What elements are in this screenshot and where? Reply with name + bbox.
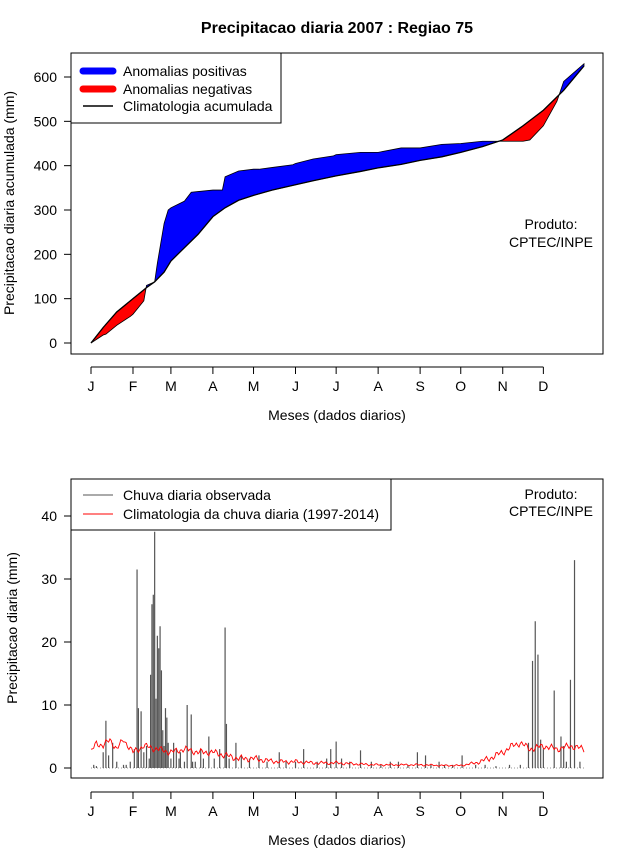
negative-anomaly-area	[498, 94, 560, 142]
cumulative-x-tick-label: A	[208, 378, 218, 394]
cumulative-xlabel: Meses (dados diarios)	[268, 407, 406, 423]
cumulative-legend: Anomalias positivas Anomalias negativas …	[70, 52, 282, 124]
cumulative-x-tick-label: O	[455, 378, 466, 394]
cumulative-product-source: CPTEC/INPE	[509, 234, 593, 250]
daily-x-tick-label: O	[455, 803, 466, 819]
daily-axes: J F M A M J J A S O N D 0 10 20 30 40	[41, 508, 548, 819]
cumulative-x-tick-label: M	[248, 378, 260, 394]
cumulative-x-tick-label: S	[415, 378, 424, 394]
cumulative-y-tick-label: 100	[34, 291, 58, 307]
daily-x-tick-label: A	[373, 803, 383, 819]
cumulative-y-tick-label: 400	[34, 158, 58, 174]
cumulative-y-tick-label: 500	[34, 113, 58, 129]
positive-anomaly-area	[145, 140, 499, 289]
daily-x-tick-label: F	[129, 803, 138, 819]
daily-y-tick-label: 20	[41, 634, 57, 650]
daily-product-label: Produto:	[525, 486, 578, 502]
legend-label-observed: Chuva diaria observada	[123, 487, 271, 503]
cumulative-y-tick-label: 600	[34, 69, 58, 85]
legend-label-daily-climatology: Climatologia da chuva diaria (1997-2014)	[123, 506, 379, 522]
cumulative-x-tick-label: J	[292, 378, 299, 394]
daily-xlabel: Meses (dados diarios)	[268, 832, 406, 848]
cumulative-x-tick-label: M	[165, 378, 177, 394]
daily-y-tick-label: 40	[41, 508, 57, 524]
cumulative-y-tick-label: 200	[34, 246, 58, 262]
daily-product-source: CPTEC/INPE	[509, 503, 593, 519]
positive-anomaly-area	[558, 62, 585, 96]
negative-anomaly-area	[90, 286, 147, 344]
daily-x-tick-label: N	[498, 803, 508, 819]
cumulative-x-tick-label: J	[88, 378, 95, 394]
daily-x-tick-label: J	[333, 803, 340, 819]
daily-x-tick-label: M	[248, 803, 260, 819]
daily-legend: Chuva diaria observada Climatologia da c…	[70, 478, 392, 531]
climatology-cumulative-line	[90, 65, 585, 344]
daily-chart: J F M A M J J A S O N D 0 10 20 30 40 Precipitacao diari…	[4, 478, 604, 848]
figure-title: Precipitacao diaria 2007 : Regiao 75	[201, 20, 473, 37]
legend-label-positive: Anomalias positivas	[123, 63, 247, 79]
cumulative-y-tick-label: 300	[34, 202, 58, 218]
cumulative-ylabel: Precipitacao diaria acumulada (mm)	[1, 91, 17, 315]
legend-label-climatology: Climatologia acumulada	[123, 98, 273, 114]
daily-x-tick-label: J	[292, 803, 299, 819]
cumulative-x-tick-label: J	[333, 378, 340, 394]
legend-label-negative: Anomalias negativas	[123, 81, 252, 97]
daily-x-tick-label: D	[538, 803, 548, 819]
cumulative-y-tick-label: 0	[49, 335, 57, 351]
daily-legend-box	[70, 478, 392, 531]
daily-marks	[90, 531, 585, 769]
cumulative-product-label: Produto:	[525, 216, 578, 232]
cumulative-marks	[90, 62, 585, 344]
cumulative-x-tick-label: N	[498, 378, 508, 394]
daily-climatology-line	[90, 738, 585, 767]
daily-x-tick-label: S	[415, 803, 424, 819]
daily-x-tick-label: A	[208, 803, 218, 819]
cumulative-x-tick-label: F	[129, 378, 138, 394]
daily-x-tick-label: M	[165, 803, 177, 819]
daily-y-tick-label: 10	[41, 697, 57, 713]
daily-ylabel: Precipitacao diaria (mm)	[4, 552, 20, 704]
cumulative-x-tick-label: A	[373, 378, 383, 394]
daily-y-tick-label: 30	[41, 571, 57, 587]
cumulative-axes: J F M A M J J A S O N D 0 100 200 300 400 500 600	[34, 69, 549, 394]
daily-x-tick-label: J	[88, 803, 95, 819]
cumulative-chart: J F M A M J J A S O N D 0 100 200 300 400 500 600 Precipit…	[1, 52, 604, 423]
cumulative-x-tick-label: D	[538, 378, 548, 394]
daily-y-tick-label: 0	[49, 760, 57, 776]
